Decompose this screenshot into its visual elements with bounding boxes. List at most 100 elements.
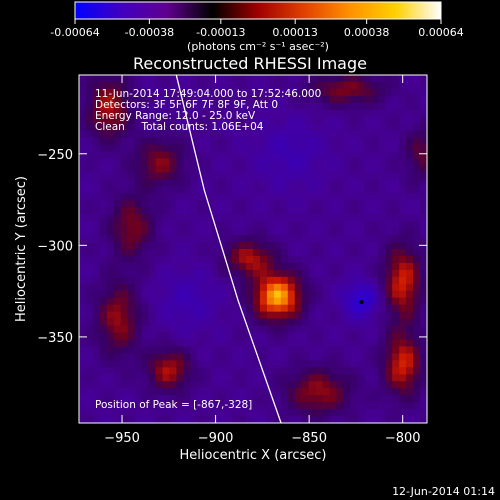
heatmap-cell: [134, 360, 143, 368]
heatmap-cell: [141, 311, 150, 320]
heatmap-cell: [113, 311, 122, 320]
heatmap-cell: [253, 109, 261, 118]
heatmap-cell: [350, 95, 358, 104]
heatmap-cell: [246, 151, 254, 160]
heatmap-cell: [113, 75, 122, 83]
heatmap-cell: [176, 102, 184, 111]
heatmap-cell: [343, 116, 352, 125]
heatmap-cell: [148, 95, 157, 104]
heatmap-cell: [343, 290, 352, 299]
heatmap-cell: [141, 297, 150, 306]
heatmap-cell: [92, 353, 101, 361]
heatmap-cell: [259, 109, 268, 118]
heatmap-cell: [169, 200, 178, 208]
heatmap-cell: [371, 151, 379, 160]
heatmap-cell: [99, 325, 108, 334]
heatmap-cell: [239, 325, 247, 334]
heatmap-cell: [141, 249, 150, 257]
heatmap-cell: [79, 269, 87, 278]
heatmap-cell: [141, 75, 150, 83]
heatmap-cell: [273, 137, 282, 146]
heatmap-cell: [79, 416, 87, 423]
heatmap-cell: [176, 221, 184, 229]
heatmap-cell: [329, 353, 338, 361]
heatmap-cell: [218, 332, 226, 341]
heatmap-cell: [308, 297, 317, 306]
heatmap-cell: [399, 137, 407, 146]
heatmap-cell: [315, 242, 324, 250]
heatmap-cell: [350, 353, 358, 361]
heatmap-cell: [232, 214, 240, 222]
heatmap-cell: [204, 172, 212, 180]
heatmap-cell: [169, 158, 178, 167]
heatmap-cell: [350, 262, 358, 271]
heatmap-cell: [204, 249, 212, 257]
heatmap-cell: [211, 269, 219, 278]
heatmap-cell: [99, 255, 108, 264]
heatmap-cell: [357, 151, 365, 160]
heatmap-cell: [113, 158, 122, 167]
heatmap-cell: [413, 395, 421, 403]
heatmap-cell: [148, 269, 157, 278]
heatmap-cell: [336, 325, 345, 334]
heatmap-cell: [120, 402, 129, 410]
heatmap-cell: [406, 402, 414, 410]
heatmap-cell: [413, 116, 421, 125]
heatmap-cell: [106, 186, 115, 194]
heatmap-cell: [239, 381, 247, 389]
heatmap-cell: [413, 151, 421, 160]
heatmap-cell: [259, 395, 268, 403]
heatmap-cell: [134, 402, 143, 410]
heatmap-cell: [246, 416, 254, 423]
heatmap-cell: [113, 297, 122, 306]
heatmap-cell: [343, 367, 352, 375]
solar-limb-curve: [175, 75, 282, 423]
heatmap-cell: [308, 332, 317, 341]
heatmap-cell: [378, 262, 386, 271]
heatmap-cell: [148, 255, 157, 264]
heatmap-cell: [169, 297, 178, 306]
heatmap-cell: [378, 172, 386, 180]
heatmap-cell: [190, 109, 198, 118]
heatmap-cell: [197, 311, 205, 320]
heatmap-cell: [162, 402, 171, 410]
heatmap-cell: [232, 360, 240, 368]
heatmap-cell: [218, 290, 226, 299]
heatmap-cell: [176, 276, 184, 285]
heatmap-cells: [79, 75, 427, 423]
heatmap-cell: [273, 165, 282, 174]
heatmap-cell: [371, 311, 379, 320]
heatmap-cell: [106, 151, 115, 160]
heatmap-cell: [350, 186, 358, 194]
heatmap-cell: [162, 409, 171, 417]
heatmap-cell: [364, 416, 372, 423]
heatmap-cell: [392, 207, 400, 215]
heatmap-cell: [287, 172, 296, 180]
y-tick-labels: −250−300−350: [37, 148, 73, 346]
heatmap-cell: [79, 116, 87, 125]
heatmap-cell: [371, 290, 379, 299]
heatmap-cell: [315, 416, 324, 423]
heatmap-cell: [211, 255, 219, 264]
heatmap-cell: [385, 186, 393, 194]
heatmap-cell: [420, 235, 427, 243]
heatmap-cell: [204, 290, 212, 299]
heatmap-cell: [420, 388, 427, 396]
heatmap-cell: [336, 123, 345, 132]
heatmap-cell: [364, 269, 372, 278]
heatmap-cell: [406, 193, 414, 201]
heatmap-cell: [141, 130, 150, 139]
heatmap-cell: [169, 193, 178, 201]
heatmap-cell: [308, 130, 317, 139]
heatmap-cell: [399, 269, 407, 278]
heatmap-cell: [294, 360, 303, 368]
heatmap-cell: [308, 360, 317, 368]
heatmap-cell: [280, 311, 289, 320]
axis-ticks: [79, 75, 427, 423]
heatmap-cell: [399, 221, 407, 229]
heatmap-cell: [266, 381, 275, 389]
heatmap-cell: [155, 325, 164, 334]
heatmap-cell: [127, 290, 136, 299]
heatmap-cell: [364, 332, 372, 341]
heatmap-cell: [392, 311, 400, 320]
